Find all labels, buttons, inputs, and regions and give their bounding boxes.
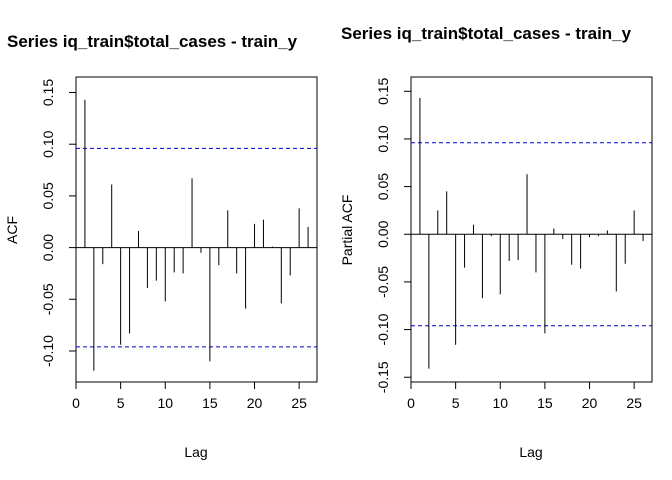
acf-x-tick-label: 0 — [72, 395, 80, 411]
acf-x-tick-label: 10 — [157, 395, 173, 411]
pacf-y-tick-label: 0.15 — [375, 77, 391, 104]
acf-x-tick-label: 20 — [247, 395, 263, 411]
acf-y-axis-label: ACF — [4, 216, 20, 244]
acf-panel: Series iq_train$total_cases - train_y AC… — [4, 32, 318, 460]
pacf-plot-frame — [410, 76, 653, 383]
pacf-y-tick-label: -0.15 — [375, 361, 391, 393]
pacf-plot-area: 0 5 10 15 20 25 -0.15 -0.10 -0.05 0.00 0.05 0.10 0.1… — [375, 76, 653, 411]
pacf-panel: Series iq_train$total_cases - train_y Pa… — [339, 24, 653, 460]
pacf-x-tick-label: 15 — [537, 395, 553, 411]
acf-x-tick-label: 5 — [117, 395, 125, 411]
acf-x-axis-label: Lag — [184, 444, 207, 460]
acf-y-tick-label: 0.00 — [40, 234, 56, 261]
pacf-y-tick-label: -0.10 — [375, 313, 391, 345]
acf-x-tick-label: 25 — [291, 395, 307, 411]
pacf-y-tick-label: 0.10 — [375, 125, 391, 152]
pacf-y-axis-label: Partial ACF — [339, 195, 355, 266]
pacf-x-tick-label: 5 — [452, 395, 460, 411]
pacf-x-tick-label: 20 — [582, 395, 598, 411]
acf-title: Series iq_train$total_cases - train_y — [7, 32, 298, 51]
pacf-x-axis-label: Lag — [519, 444, 542, 460]
pacf-x-tick-label: 25 — [626, 395, 642, 411]
pacf-y-tick-label: -0.05 — [375, 266, 391, 298]
pacf-x-tick-label: 0 — [407, 395, 415, 411]
pacf-title: Series iq_train$total_cases - train_y — [341, 24, 632, 43]
acf-y-tick-label: 0.15 — [40, 79, 56, 106]
acf-y-tick-label: 0.10 — [40, 130, 56, 157]
pacf-x-tick-label: 10 — [492, 395, 508, 411]
acf-y-tick-label: -0.05 — [40, 283, 56, 315]
acf-y-tick-label: 0.05 — [40, 182, 56, 209]
pacf-y-tick-label: 0.00 — [375, 220, 391, 247]
acf-x-tick-label: 15 — [202, 395, 218, 411]
acf-plot-frame — [75, 76, 318, 383]
acf-plot-area: 0 5 10 15 20 25 -0.10 -0.05 0.00 0.05 0.10 0.15 — [40, 76, 318, 411]
pacf-y-tick-label: 0.05 — [375, 173, 391, 200]
acf-y-tick-label: -0.10 — [40, 335, 56, 367]
